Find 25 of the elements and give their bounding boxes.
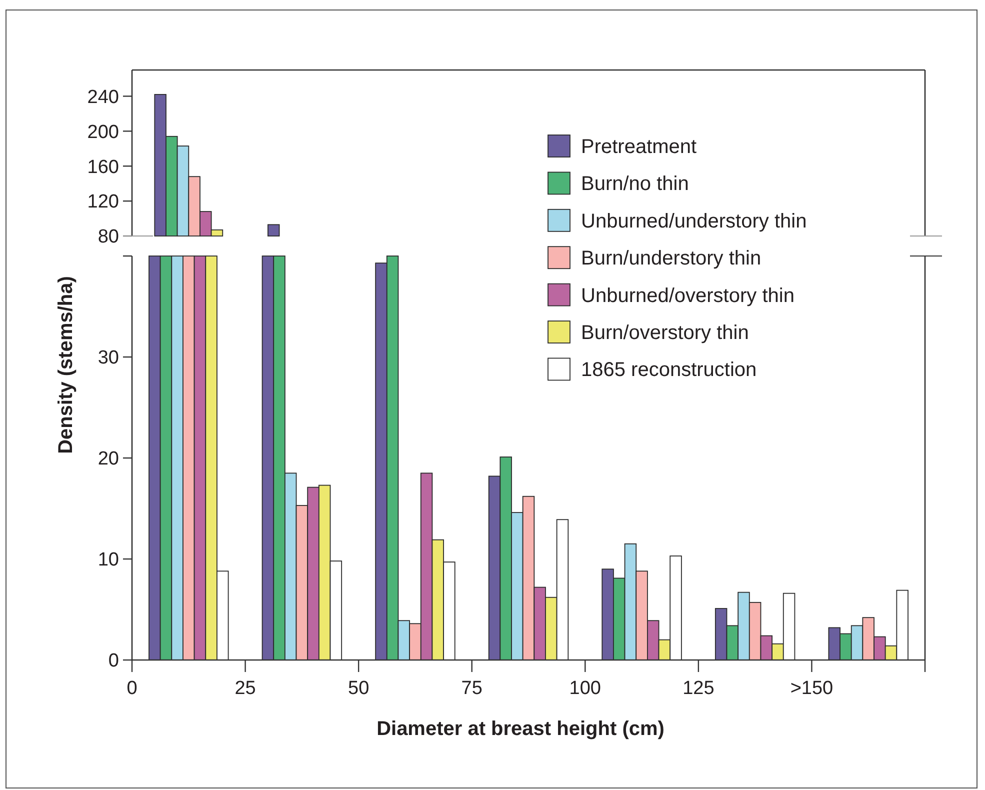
y-tick-label: 160 xyxy=(87,156,119,178)
y-tick-label: 240 xyxy=(87,86,119,108)
y-tick-label: 120 xyxy=(87,192,119,213)
y-tick-label: 80 xyxy=(98,226,119,248)
x-tick-label: 75 xyxy=(461,678,482,699)
legend-label: Burn/understory thin xyxy=(581,248,762,270)
y-tick-label: 10 xyxy=(98,550,119,571)
legend-label: Unburned/understory thin xyxy=(581,210,807,232)
legend-label: Unburned/overstory thin xyxy=(581,284,794,307)
x-tick-label: 125 xyxy=(682,678,714,699)
y-tick-label: 0 xyxy=(108,650,119,672)
x-tick-label: 0 xyxy=(126,678,138,699)
y-tick-label: 20 xyxy=(98,448,119,470)
legend-label: 1865 reconstruction xyxy=(581,359,757,382)
legend-label: Burn/overstory thin xyxy=(581,322,749,344)
y-tick-label: 30 xyxy=(98,348,119,369)
x-tick-label: 100 xyxy=(569,678,601,699)
x-axis-title: Diameter at breast height (cm) xyxy=(376,718,664,740)
x-tick-label: 50 xyxy=(348,678,370,699)
legend-label: Pretreatment xyxy=(581,136,698,158)
y-axis-title: Density (stems/ha) xyxy=(55,276,77,454)
y-tick-label: 200 xyxy=(87,122,119,143)
x-tick-label: >150 xyxy=(790,678,834,699)
x-tick-label: 25 xyxy=(234,678,256,699)
legend-label: Burn/no thin xyxy=(581,173,689,196)
